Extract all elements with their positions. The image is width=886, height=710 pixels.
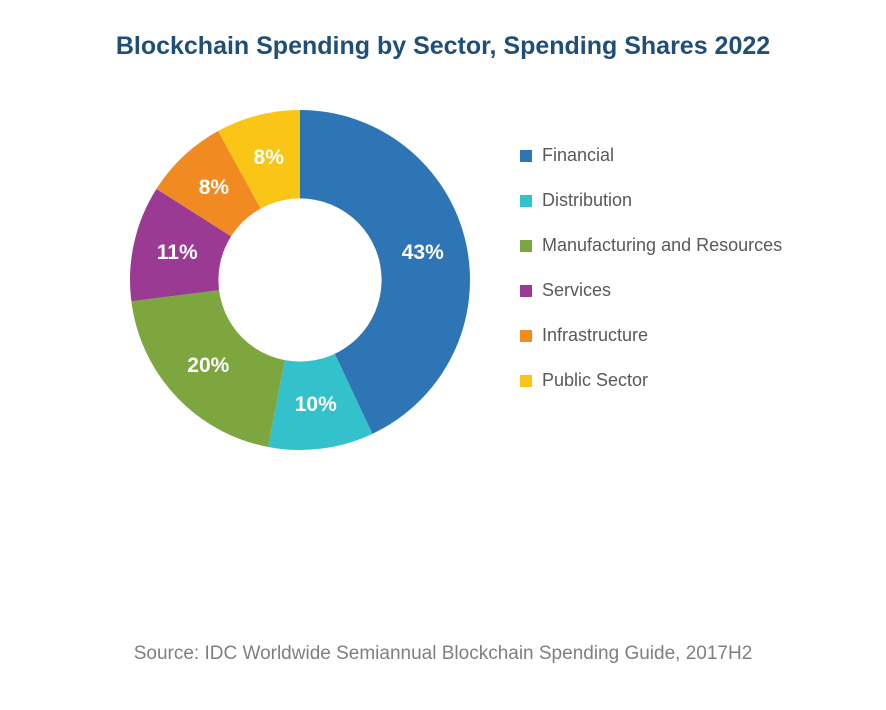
pct-label-0: 43%	[402, 241, 444, 265]
legend-swatch	[520, 195, 532, 207]
legend-label: Distribution	[542, 190, 632, 211]
legend: Financial Distribution Manufacturing and R…	[520, 145, 782, 415]
legend-swatch	[520, 375, 532, 387]
legend-label: Public Sector	[542, 370, 648, 391]
legend-item-financial: Financial	[520, 145, 782, 166]
chart-title: Blockchain Spending by Sector, Spending …	[0, 32, 886, 61]
legend-label: Infrastructure	[542, 325, 648, 346]
pct-label-5: 8%	[254, 146, 284, 170]
legend-swatch	[520, 330, 532, 342]
pct-label-4: 8%	[199, 176, 229, 200]
donut-chart: 43% 10% 20% 11% 8% 8%	[120, 100, 480, 460]
legend-label: Services	[542, 280, 611, 301]
pct-label-3: 11%	[157, 241, 198, 265]
legend-swatch	[520, 150, 532, 162]
legend-item-infrastructure: Infrastructure	[520, 325, 782, 346]
legend-item-public-sector: Public Sector	[520, 370, 782, 391]
legend-label: Manufacturing and Resources	[542, 235, 782, 256]
legend-item-distribution: Distribution	[520, 190, 782, 211]
source-caption: Source: IDC Worldwide Semiannual Blockch…	[0, 643, 886, 665]
legend-item-manufacturing-and-resources: Manufacturing and Resources	[520, 235, 782, 256]
legend-item-services: Services	[520, 280, 782, 301]
legend-swatch	[520, 285, 532, 297]
pct-label-2: 20%	[187, 354, 229, 378]
legend-label: Financial	[542, 145, 614, 166]
legend-swatch	[520, 240, 532, 252]
pct-label-1: 10%	[295, 393, 337, 417]
